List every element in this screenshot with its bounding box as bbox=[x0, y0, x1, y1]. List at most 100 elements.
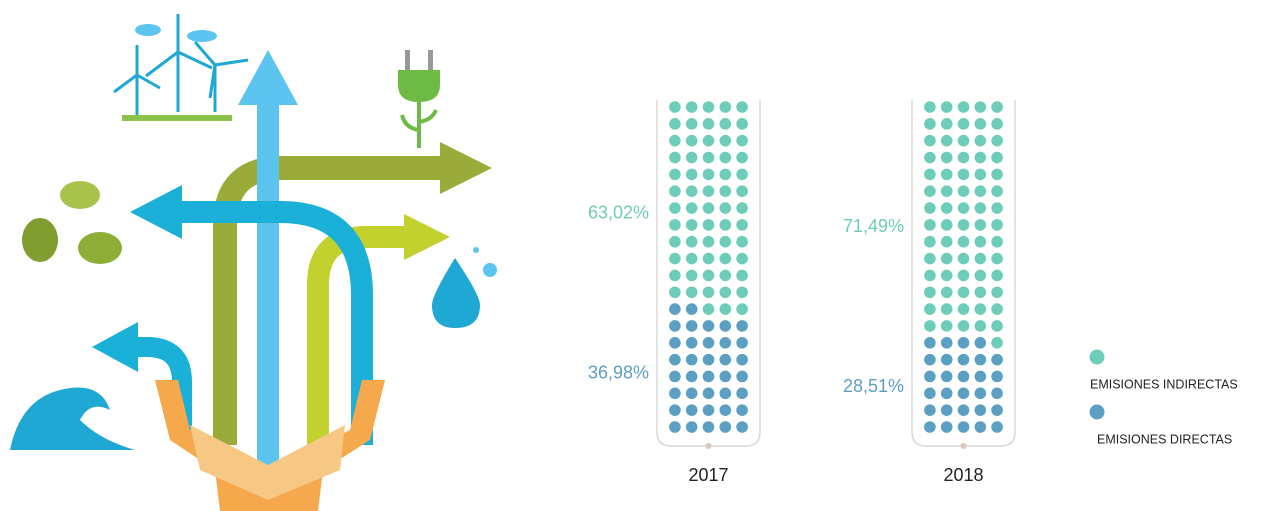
dot bbox=[974, 286, 987, 299]
stem bbox=[400, 102, 438, 148]
dot bbox=[957, 336, 970, 349]
bubble bbox=[483, 263, 497, 277]
dot bbox=[669, 134, 681, 147]
dot bbox=[669, 202, 681, 214]
dot bbox=[924, 370, 936, 383]
dot bbox=[669, 219, 681, 231]
arrow-head bbox=[404, 214, 450, 260]
dot bbox=[940, 168, 953, 181]
dot bbox=[974, 404, 987, 416]
dot bbox=[991, 168, 1003, 181]
dot bbox=[719, 202, 732, 214]
dot bbox=[736, 219, 748, 231]
dot bbox=[702, 219, 715, 231]
dot bbox=[736, 269, 748, 282]
dot bbox=[669, 336, 681, 349]
dot bbox=[736, 320, 748, 332]
dot bbox=[957, 404, 970, 416]
dot bbox=[685, 219, 698, 231]
dot bbox=[702, 336, 715, 349]
dot bbox=[736, 235, 748, 248]
dot bbox=[974, 252, 987, 265]
dot bbox=[940, 404, 953, 416]
dot bbox=[940, 185, 953, 198]
dot bbox=[685, 387, 698, 400]
dot bbox=[940, 387, 953, 400]
dot bbox=[736, 134, 748, 147]
dot bbox=[719, 353, 732, 366]
dot bbox=[702, 252, 715, 265]
dot bbox=[702, 421, 715, 433]
legend-label: EMISIONES INDIRECTAS bbox=[1090, 377, 1238, 391]
dot bbox=[957, 387, 970, 400]
dot bbox=[719, 269, 732, 282]
dot bbox=[702, 118, 715, 130]
dot bbox=[702, 185, 715, 198]
dot bbox=[669, 118, 681, 130]
dot bbox=[669, 421, 681, 433]
dot bbox=[719, 235, 732, 248]
dot bbox=[924, 151, 936, 164]
dot bbox=[702, 370, 715, 383]
dot bbox=[974, 101, 987, 113]
dot bbox=[991, 353, 1003, 366]
dot bbox=[991, 185, 1003, 198]
dot bbox=[924, 235, 936, 248]
dot bbox=[736, 252, 748, 265]
dot bbox=[685, 303, 698, 315]
dot bbox=[991, 286, 1003, 299]
dot bbox=[940, 235, 953, 248]
dot bbox=[669, 353, 681, 366]
dot bbox=[957, 202, 970, 214]
dot bbox=[974, 202, 987, 214]
chart: 2017 63,02% 36,98% 2018 71,49% 28,51% EMISIONE… bbox=[588, 100, 1238, 485]
dot bbox=[974, 219, 987, 231]
dot bbox=[685, 101, 698, 113]
dot bbox=[957, 219, 970, 231]
dot bbox=[940, 219, 953, 231]
dot bbox=[736, 185, 748, 198]
dot bbox=[736, 118, 748, 130]
dot bbox=[940, 269, 953, 282]
dot bbox=[736, 336, 748, 349]
dot bbox=[940, 151, 953, 164]
dot bbox=[924, 387, 936, 400]
dot bbox=[957, 370, 970, 383]
dot bbox=[991, 404, 1003, 416]
arrow bbox=[130, 337, 192, 430]
dot bbox=[957, 151, 970, 164]
dot bbox=[974, 134, 987, 147]
dot bbox=[957, 134, 970, 147]
dot bbox=[957, 269, 970, 282]
dot bbox=[924, 118, 936, 130]
dot bbox=[669, 286, 681, 299]
dot bbox=[669, 387, 681, 400]
arrow-head bbox=[238, 50, 298, 105]
arrow-head bbox=[440, 142, 492, 194]
windmills bbox=[113, 14, 249, 115]
dot bbox=[685, 151, 698, 164]
dot bbox=[924, 168, 936, 181]
arrow bbox=[172, 201, 373, 445]
x-tick-label: 2017 bbox=[688, 465, 728, 485]
dot bbox=[957, 421, 970, 433]
dot bbox=[957, 353, 970, 366]
legend-swatch bbox=[1089, 349, 1105, 365]
dot bbox=[702, 387, 715, 400]
dot bbox=[991, 202, 1003, 214]
dot bbox=[957, 185, 970, 198]
dot bbox=[669, 235, 681, 248]
dot bbox=[736, 151, 748, 164]
dot bbox=[719, 219, 732, 231]
dot bbox=[940, 353, 953, 366]
legend-label: EMISIONES DIRECTAS bbox=[1097, 432, 1232, 446]
dot bbox=[736, 286, 748, 299]
dot bbox=[736, 404, 748, 416]
dot bbox=[940, 286, 953, 299]
dot bbox=[685, 320, 698, 332]
dot bbox=[974, 151, 987, 164]
dot bbox=[669, 269, 681, 282]
dot bbox=[974, 235, 987, 248]
dot bbox=[940, 118, 953, 130]
dot bbox=[991, 421, 1003, 433]
